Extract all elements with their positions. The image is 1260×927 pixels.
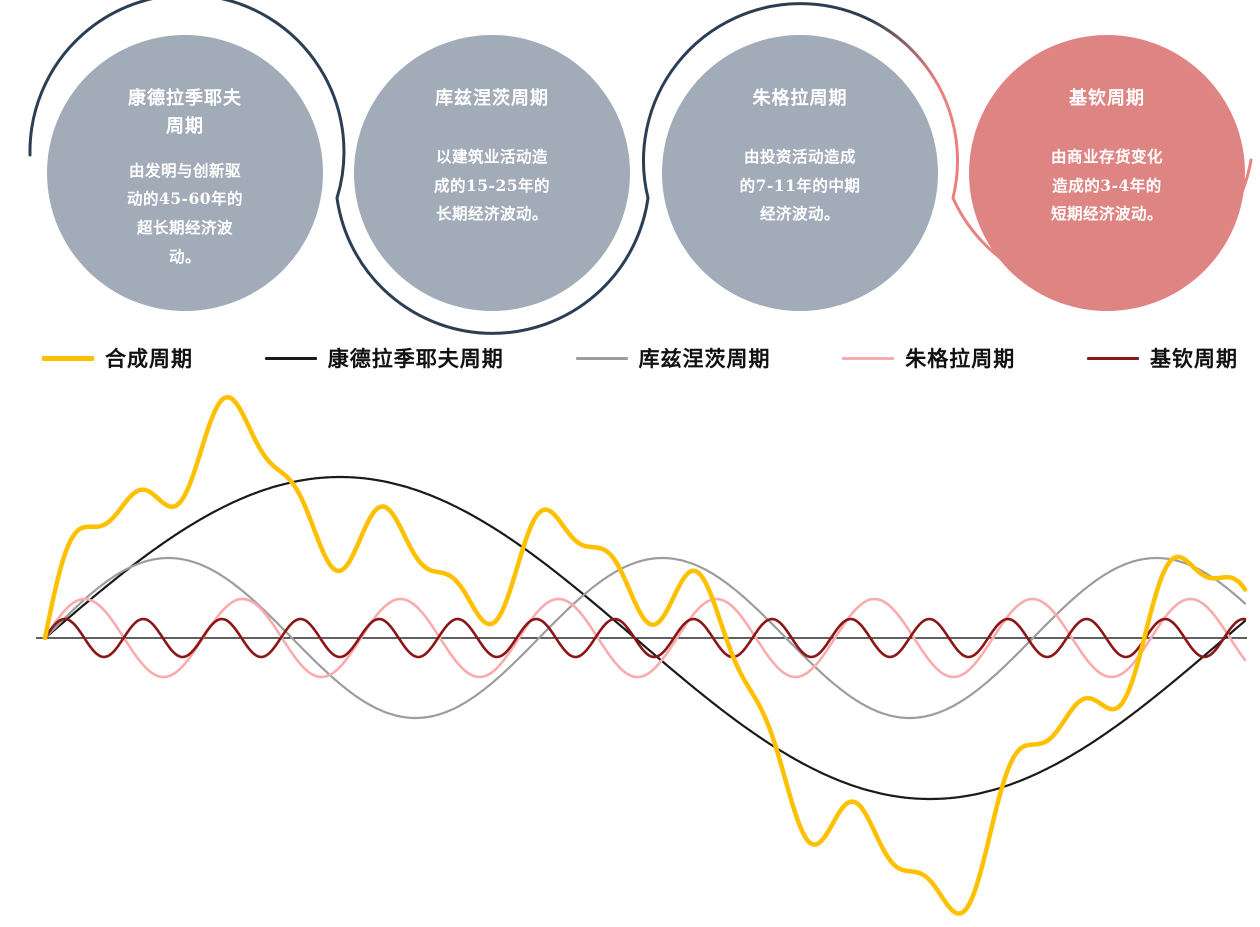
circle-description-kuznets: 以建筑业活动造成的15-25年的长期经济波动。 <box>433 146 551 224</box>
legend-item-kuznets: 库兹涅茨周期 <box>575 343 771 373</box>
legend-label-juglar: 朱格拉周期 <box>905 346 1016 371</box>
circle-description-kitchin: 由商业存货变化造成的3-4年的短期经济波动。 <box>1050 146 1163 224</box>
circle-title-kuznets: 库兹涅茨周期 <box>435 88 549 109</box>
legend-line-composite <box>42 355 94 361</box>
cycle-circle-juglar: 朱格拉周期 由投资活动造成的7-11年的中期经济波动。 <box>662 35 938 311</box>
legend-line-kondratiev <box>264 356 317 360</box>
composite-line <box>42 394 1248 916</box>
legend-label-kondratiev: 康德拉季耶夫周期 <box>327 346 504 371</box>
chart-legend: 合成周期 康德拉季耶夫周期 库兹涅茨周期 朱格拉周期 基钦周期 <box>42 341 1238 375</box>
circle-description-kondratiev: 由发明与创新驱动的45-60年的超长期经济波动。 <box>126 160 244 266</box>
legend-label-composite: 合成周期 <box>105 346 193 371</box>
legend-item-juglar: 朱格拉周期 <box>842 343 1015 373</box>
kitchin-line <box>43 617 1247 659</box>
legend-line-juglar <box>842 356 895 360</box>
cycle-circle-kuznets: 库兹涅茨周期 以建筑业活动造成的15-25年的长期经济波动。 <box>354 35 630 311</box>
circle-description-juglar: 由投资活动造成的7-11年的中期经济波动。 <box>739 146 861 224</box>
kuznets-line <box>43 556 1247 720</box>
legend-label-kuznets: 库兹涅茨周期 <box>638 346 771 371</box>
legend-line-kitchin <box>1087 356 1139 360</box>
legend-item-kondratiev: 康德拉季耶夫周期 <box>264 343 504 373</box>
juglar-line <box>43 597 1247 679</box>
legend-item-composite: 合成周期 <box>42 343 193 373</box>
legend-label-kitchin: 基钦周期 <box>1150 346 1238 371</box>
legend-item-kitchin: 基钦周期 <box>1087 343 1238 373</box>
legend-line-kuznets <box>575 356 628 360</box>
circle-title-kitchin: 基钦周期 <box>1069 88 1145 109</box>
cycle-circle-kondratiev: 康德拉季耶夫周期 由发明与创新驱动的45-60年的超长期经济波动。 <box>47 35 323 311</box>
circle-title-juglar: 朱格拉周期 <box>752 88 848 109</box>
kondratiev-line <box>43 475 1247 801</box>
cycle-circle-kitchin: 基钦周期 由商业存货变化造成的3-4年的短期经济波动。 <box>969 35 1245 311</box>
circle-title-kondratiev: 康德拉季耶夫周期 <box>128 88 242 137</box>
